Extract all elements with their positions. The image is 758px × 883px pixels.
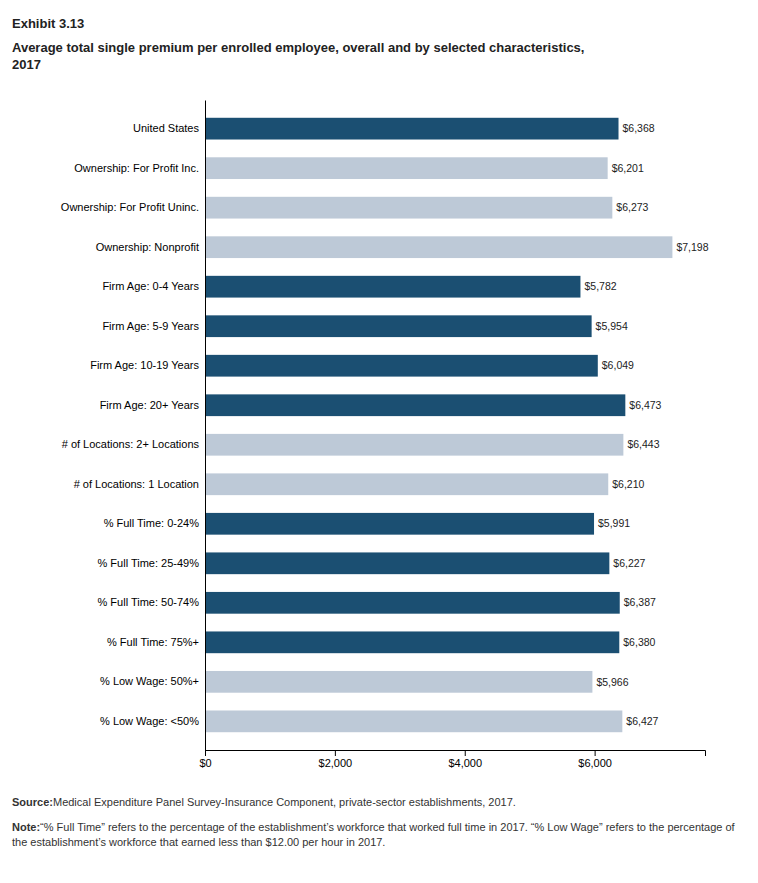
x-tick-mark xyxy=(205,750,206,756)
y-tick: United States xyxy=(133,122,205,134)
data-label: $6,368 xyxy=(623,122,655,134)
x-axis-line xyxy=(206,751,706,757)
footnote-label: Source: xyxy=(12,796,53,808)
data-label: $5,966 xyxy=(596,676,628,688)
y-tick: % Full Time: 0-24% xyxy=(104,517,205,529)
data-label: $5,782 xyxy=(584,280,616,292)
bar xyxy=(205,671,592,693)
chart-svg: Exhibit 3.13 Average total single premium… xyxy=(0,0,758,883)
category-label: % Full Time: 25-49% xyxy=(98,557,200,569)
category-label: Ownership: Nonprofit xyxy=(96,241,199,253)
bar xyxy=(205,157,608,179)
y-tick: Ownership: For Profit Inc. xyxy=(74,162,205,174)
bars xyxy=(205,118,672,732)
data-label: $6,049 xyxy=(602,359,634,371)
subtitle: Average total single premium per enrolle… xyxy=(12,40,584,72)
footnote: Source:Medical Expenditure Panel Survey-… xyxy=(12,796,516,808)
category-label: # of Locations: 2+ Locations xyxy=(62,438,200,450)
y-tick: Ownership: Nonprofit xyxy=(96,241,205,253)
category-label: Ownership: For Profit Uninc. xyxy=(61,201,199,213)
footnote-text: “% Full Time” refers to the percentage o… xyxy=(40,821,735,833)
data-label: $5,991 xyxy=(598,517,630,529)
footnote: Note:“% Full Time” refers to the percent… xyxy=(12,821,736,848)
bar xyxy=(205,552,609,574)
category-label: Firm Age: 0-4 Years xyxy=(102,280,199,292)
bar xyxy=(205,473,608,495)
bar xyxy=(205,631,619,653)
title-block: Exhibit 3.13 Average total single premium… xyxy=(12,16,584,72)
x-tick-mark xyxy=(335,750,336,756)
footnote-text: the establishment’s workforce that earne… xyxy=(12,836,385,848)
y-tick: % Low Wage: 50%+ xyxy=(100,675,205,687)
x-tick-label: $0 xyxy=(199,757,211,769)
data-label: $6,201 xyxy=(612,162,644,174)
footnote-label: Note: xyxy=(12,821,40,833)
data-labels: $6,368 $6,201 $6,273 $7,198 $5,782 $5,954 $6,0… xyxy=(584,122,708,727)
y-tick: Firm Age: 5-9 Years xyxy=(102,320,205,332)
y-tick: Firm Age: 0-4 Years xyxy=(102,280,205,292)
title: Exhibit 3.13 xyxy=(12,16,84,31)
bar xyxy=(205,592,620,614)
x-tick-label: $6,000 xyxy=(578,757,612,769)
footnote-text: Medical Expenditure Panel Survey-Insuran… xyxy=(53,796,516,808)
y-tick: % Full Time: 50-74% xyxy=(98,596,205,608)
x-axis: $0 $2,000 $4,000 $6,000 xyxy=(199,750,705,769)
y-tick: Ownership: For Profit Uninc. xyxy=(61,201,205,213)
chart-container: Exhibit 3.13 Average total single premium… xyxy=(0,0,758,883)
y-tick: # of Locations: 1 Location xyxy=(74,478,205,490)
category-label: % Low Wage: <50% xyxy=(100,715,199,727)
category-label: % Full Time: 0-24% xyxy=(104,517,200,529)
data-label: $6,273 xyxy=(616,201,648,213)
category-label: % Full Time: 50-74% xyxy=(98,596,200,608)
y-axis: United States Ownership: For Profit Inc. O… xyxy=(61,101,206,751)
category-label: Firm Age: 5-9 Years xyxy=(102,320,199,332)
y-axis-line xyxy=(205,101,206,751)
x-tick-label: $4,000 xyxy=(448,757,482,769)
y-tick: # of Locations: 2+ Locations xyxy=(62,438,205,450)
bar xyxy=(205,355,598,377)
x-tick: $2,000 xyxy=(319,750,353,769)
data-label: $6,473 xyxy=(629,399,661,411)
bar xyxy=(205,315,592,337)
y-tick: % Full Time: 25-49% xyxy=(98,557,205,569)
y-tick: % Full Time: 75%+ xyxy=(107,636,205,648)
bar xyxy=(205,118,619,140)
x-tick: $6,000 xyxy=(578,750,612,769)
category-label: % Full Time: 75%+ xyxy=(107,636,199,648)
data-label: $5,954 xyxy=(596,320,628,332)
category-label: # of Locations: 1 Location xyxy=(74,478,199,490)
data-label: $6,227 xyxy=(613,557,645,569)
y-tick: % Low Wage: <50% xyxy=(100,715,205,727)
footnotes: Source:Medical Expenditure Panel Survey-… xyxy=(12,796,736,848)
bar xyxy=(205,197,612,219)
category-label: % Low Wage: 50%+ xyxy=(100,675,199,687)
data-label: $6,387 xyxy=(624,596,656,608)
bar xyxy=(205,513,594,535)
x-tick-mark xyxy=(595,750,596,756)
category-label: Firm Age: 10-19 Years xyxy=(90,359,199,371)
x-tick-mark xyxy=(465,750,466,756)
bar xyxy=(205,394,625,416)
subtitle-line: Average total single premium per enrolle… xyxy=(12,40,584,55)
subtitle-line: 2017 xyxy=(12,57,41,72)
y-tick: Firm Age: 10-19 Years xyxy=(90,359,205,371)
data-label: $6,427 xyxy=(626,715,658,727)
data-label: $6,380 xyxy=(623,636,655,648)
data-label: $6,210 xyxy=(612,478,644,490)
bar xyxy=(205,434,623,456)
data-label: $7,198 xyxy=(676,241,708,253)
category-label: Firm Age: 20+ Years xyxy=(100,399,200,411)
y-tick: Firm Age: 20+ Years xyxy=(100,399,205,411)
category-label: United States xyxy=(133,122,200,134)
bar xyxy=(205,276,580,298)
category-label: Ownership: For Profit Inc. xyxy=(74,162,199,174)
bar xyxy=(205,710,622,732)
x-tick: $0 xyxy=(199,750,211,769)
x-tick-label: $2,000 xyxy=(319,757,353,769)
x-tick: $4,000 xyxy=(448,750,482,769)
bar xyxy=(205,236,672,258)
data-label: $6,443 xyxy=(627,438,659,450)
